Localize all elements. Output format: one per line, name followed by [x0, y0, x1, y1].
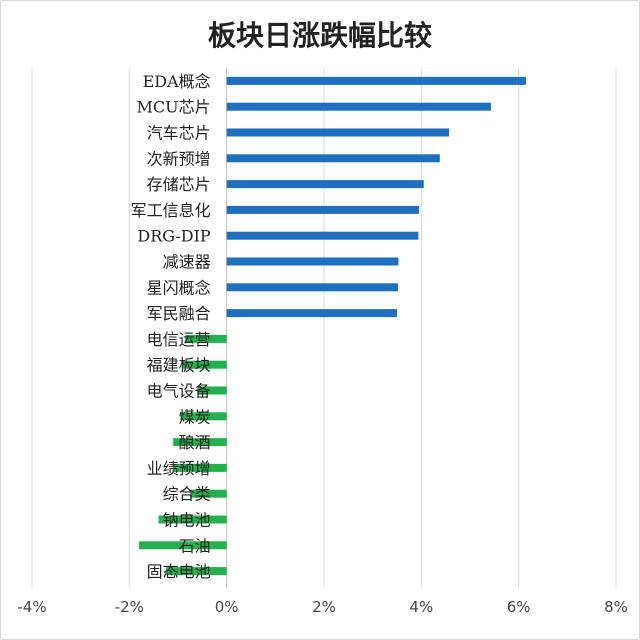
category-label: 减速器 [163, 253, 211, 272]
category-label: 存储芯片 [147, 175, 211, 194]
category-label: 星闪概念 [147, 278, 211, 297]
category-label: EDA概念 [143, 72, 211, 91]
bar [190, 489, 227, 498]
category-label: 福建板块 [147, 356, 211, 375]
x-tick-label: 6% [507, 598, 531, 616]
grid-layer [31, 68, 617, 588]
x-tick-label: 8% [604, 598, 628, 616]
category-label: 军民融合 [147, 304, 211, 323]
category-label: 电气设备 [147, 382, 211, 401]
bar [226, 76, 526, 85]
bar [182, 360, 227, 369]
bar [173, 438, 227, 447]
x-tick-label: -2% [115, 598, 144, 616]
bar [139, 541, 227, 550]
category-label: 钠电池 [163, 511, 211, 530]
category-label: 汽车芯片 [147, 124, 211, 143]
bar [226, 205, 419, 214]
bar [165, 567, 227, 576]
bar [226, 128, 450, 137]
x-tick-label: 0% [215, 598, 239, 616]
bar [226, 257, 399, 266]
category-label: 电信运营 [147, 330, 211, 349]
x-tick-label: 4% [409, 598, 433, 616]
x-tick-label: -4% [17, 598, 46, 616]
category-label: MCU芯片 [137, 98, 211, 117]
bar [226, 231, 419, 240]
category-label: 石油 [179, 536, 211, 555]
category-label: 综合类 [163, 485, 211, 504]
category-label: DRG-DIP [137, 227, 211, 246]
bar [226, 154, 440, 163]
bar-layer [139, 76, 526, 576]
bar [197, 386, 227, 395]
bar [226, 283, 398, 292]
bar [226, 102, 491, 111]
category-label: 煤炭 [179, 407, 211, 426]
bar [173, 463, 227, 472]
chart-title: 板块日涨跌幅比较 [207, 19, 432, 52]
category-label: 固态电池 [147, 562, 211, 581]
category-label: 次新预增 [147, 149, 211, 168]
bar [180, 412, 227, 421]
bar [185, 334, 227, 343]
x-tick-label: 2% [312, 598, 336, 616]
bar [226, 309, 397, 318]
x-axis-tick-layer: -4% -2% 0% 2% 4% 6% 8% [17, 598, 628, 616]
bar [226, 180, 424, 189]
category-label: 业绩预增 [147, 459, 211, 478]
category-label: 军工信息化 [131, 201, 211, 220]
bar [158, 515, 227, 524]
category-label: 酿酒 [179, 433, 211, 452]
